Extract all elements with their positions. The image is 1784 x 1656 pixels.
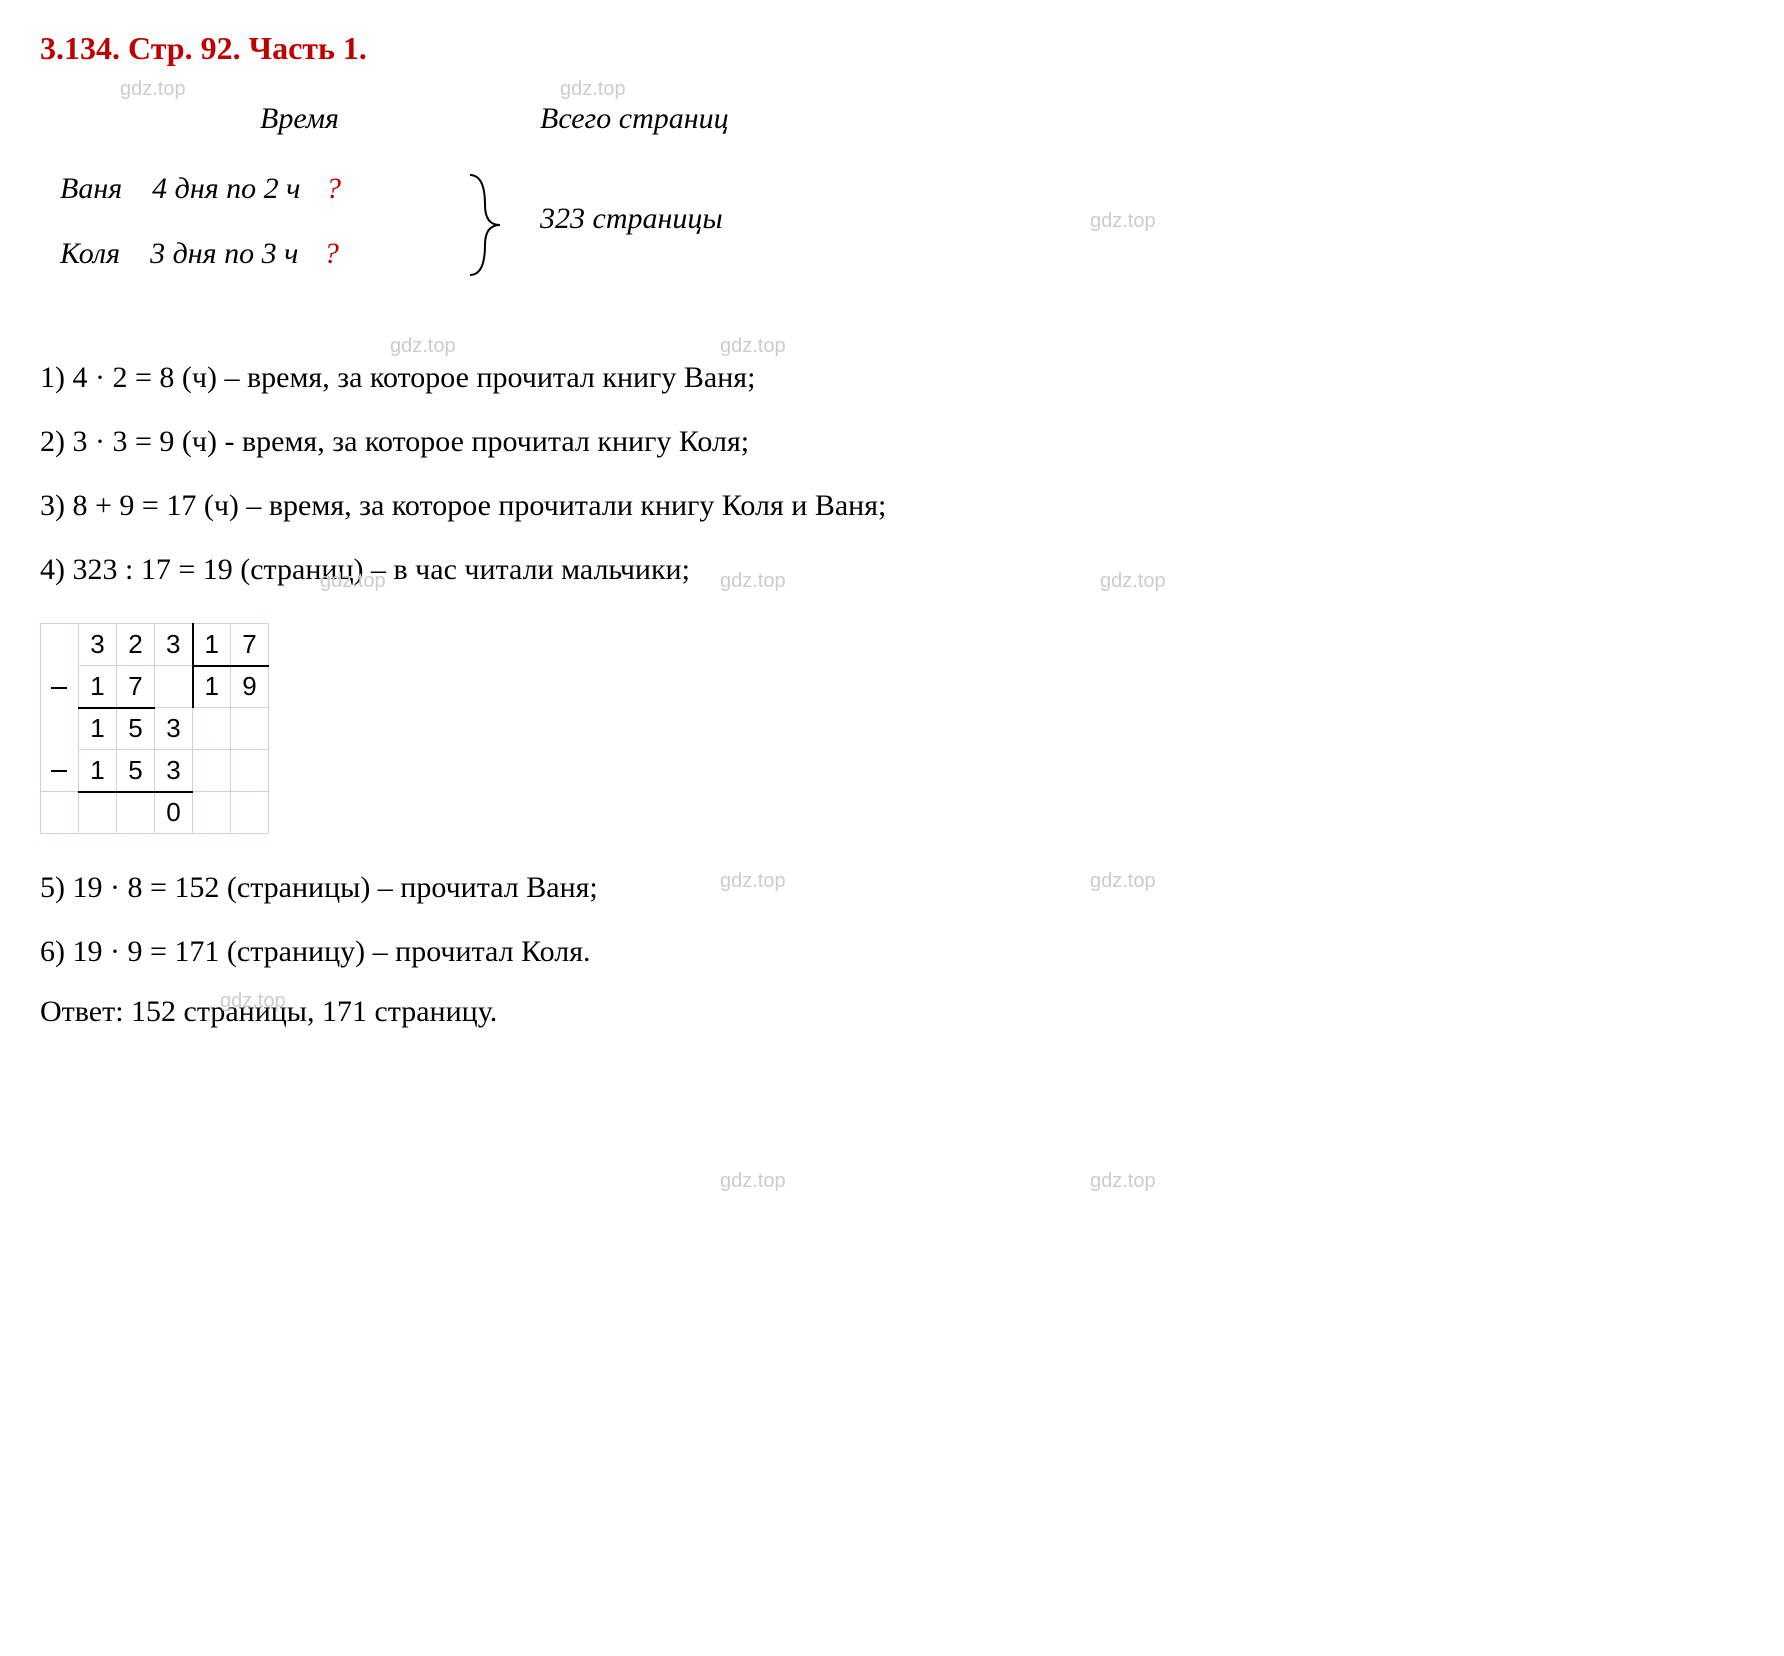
div-cell [79,792,117,834]
watermark: gdz.top [220,990,286,1013]
step-5: 5) 19 · 8 = 152 (страницы) – прочитал Ва… [40,867,1744,909]
div-cell [155,666,193,708]
watermark: gdz.top [1090,210,1156,233]
total-pages: 323 страницы [540,202,723,236]
div-cell: 3 [155,750,193,792]
div-cell: 7 [231,624,269,666]
div-cell: 5 [117,708,155,750]
answer-line: Ответ: 152 страницы, 171 страницу. [40,995,1744,1029]
div-cell [117,792,155,834]
step-3: 3) 8 + 9 = 17 (ч) – время, за которое пр… [40,485,1744,527]
watermark: gdz.top [720,870,786,893]
watermark: gdz.top [720,1170,786,1193]
div-cell [231,750,269,792]
col-header-time: Время [260,102,339,136]
step-4: 4) 323 : 17 = 19 (страниц) – в час читал… [40,549,1744,591]
step-2: 2) 3 · 3 = 9 (ч) - время, за которое про… [40,421,1744,463]
div-cell [193,792,231,834]
col-header-pages: Всего страниц [540,102,729,136]
div-cell: 3 [155,624,193,666]
condition-table: Время Всего страниц Ваня 4 дня по 2 ч ? … [40,87,1744,317]
watermark: gdz.top [1100,570,1166,593]
minus-icon [41,750,79,792]
watermark: gdz.top [320,570,386,593]
div-cell: 0 [155,792,193,834]
row-vanya: Ваня 4 дня по 2 ч ? [60,172,341,206]
watermark: gdz.top [120,78,186,101]
bracket-icon [460,165,520,285]
div-cell: 2 [117,624,155,666]
row1-time: 4 дня по 2 ч [152,172,300,205]
div-cell: 1 [79,750,117,792]
div-cell: 3 [79,624,117,666]
div-cell: 1 [79,666,117,708]
div-cell: 3 [155,708,193,750]
step-1: 1) 4 · 2 = 8 (ч) – время, за которое про… [40,357,1744,399]
div-cell: 7 [117,666,155,708]
div-cell [193,750,231,792]
watermark: gdz.top [390,335,456,358]
long-division: 3 2 3 1 7 1 7 1 9 1 5 3 1 5 3 [40,623,269,834]
watermark: gdz.top [720,570,786,593]
watermark: gdz.top [1090,870,1156,893]
div-cell: 5 [117,750,155,792]
watermark: gdz.top [560,78,626,101]
div-cell [231,708,269,750]
row1-qmark: ? [326,172,341,205]
watermark: gdz.top [1090,1170,1156,1193]
problem-header: 3.134. Стр. 92. Часть 1. [40,30,1744,67]
row2-name: Коля [60,237,120,270]
div-cell: 1 [79,708,117,750]
row2-qmark: ? [324,237,339,270]
div-cell [193,708,231,750]
div-cell: 1 [193,624,231,666]
step-6: 6) 19 · 9 = 171 (страницу) – прочитал Ко… [40,931,1744,973]
row-kolya: Коля 3 дня по 3 ч ? [60,237,339,271]
row1-name: Ваня [60,172,122,205]
watermark: gdz.top [720,335,786,358]
div-cell: 9 [231,666,269,708]
div-cell: 1 [193,666,231,708]
div-cell [231,792,269,834]
row2-time: 3 дня по 3 ч [150,237,298,270]
minus-icon [41,666,79,708]
